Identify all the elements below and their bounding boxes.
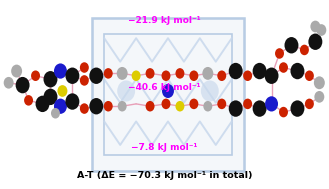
Circle shape: [217, 70, 226, 81]
Circle shape: [175, 101, 185, 112]
Circle shape: [145, 68, 155, 79]
Circle shape: [308, 33, 322, 50]
Circle shape: [31, 70, 40, 81]
Circle shape: [265, 96, 278, 112]
Circle shape: [316, 24, 326, 36]
Circle shape: [314, 76, 325, 89]
Circle shape: [190, 99, 198, 109]
Circle shape: [201, 81, 219, 101]
Circle shape: [58, 85, 67, 97]
Circle shape: [275, 48, 284, 59]
Circle shape: [54, 64, 67, 79]
Text: A-T (ΔE = −70.3 kJ mol⁻¹ in total): A-T (ΔE = −70.3 kJ mol⁻¹ in total): [77, 171, 252, 180]
Circle shape: [80, 103, 89, 114]
Circle shape: [80, 62, 89, 73]
Circle shape: [229, 63, 243, 79]
Circle shape: [253, 100, 266, 117]
Circle shape: [80, 75, 89, 86]
Circle shape: [162, 70, 170, 81]
Circle shape: [315, 91, 324, 103]
Text: −21.9 kJ mol⁻¹: −21.9 kJ mol⁻¹: [128, 16, 201, 25]
Circle shape: [291, 63, 304, 79]
Circle shape: [291, 100, 304, 117]
Circle shape: [11, 65, 22, 77]
Circle shape: [132, 70, 140, 81]
Bar: [104, 33, 232, 156]
Circle shape: [305, 70, 314, 81]
Circle shape: [265, 67, 279, 84]
Circle shape: [253, 63, 266, 79]
Circle shape: [300, 45, 309, 55]
Circle shape: [203, 101, 212, 112]
Circle shape: [117, 81, 135, 101]
Circle shape: [65, 67, 79, 84]
Circle shape: [104, 68, 113, 79]
Circle shape: [190, 70, 198, 81]
Text: −40.6 kJ mol⁻¹: −40.6 kJ mol⁻¹: [128, 83, 201, 92]
Circle shape: [54, 99, 67, 114]
Circle shape: [279, 62, 288, 73]
Circle shape: [145, 101, 155, 112]
Bar: [92, 18, 244, 171]
Circle shape: [217, 99, 226, 109]
Circle shape: [305, 99, 314, 109]
Circle shape: [162, 84, 174, 98]
Bar: [92, 18, 244, 171]
Circle shape: [175, 68, 185, 79]
Circle shape: [89, 98, 103, 114]
Circle shape: [285, 37, 298, 53]
Circle shape: [43, 89, 58, 105]
Circle shape: [16, 77, 30, 93]
Circle shape: [36, 96, 49, 112]
Circle shape: [202, 67, 213, 80]
Circle shape: [4, 77, 13, 89]
Circle shape: [117, 67, 128, 80]
Circle shape: [104, 101, 113, 112]
Circle shape: [89, 67, 103, 84]
Circle shape: [279, 107, 288, 117]
Circle shape: [162, 99, 170, 109]
Circle shape: [51, 108, 60, 119]
Circle shape: [243, 70, 252, 81]
Text: −7.8 kJ mol⁻¹: −7.8 kJ mol⁻¹: [131, 143, 198, 153]
Circle shape: [118, 101, 127, 112]
Circle shape: [43, 71, 58, 88]
Circle shape: [243, 99, 252, 109]
Circle shape: [65, 93, 79, 110]
Circle shape: [229, 100, 243, 117]
Circle shape: [310, 21, 320, 32]
Circle shape: [24, 95, 33, 106]
